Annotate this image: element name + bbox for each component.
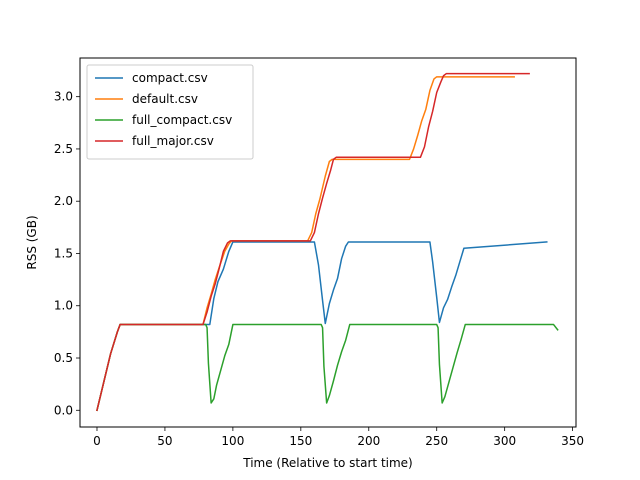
x-tick-label: 250 — [425, 434, 448, 448]
x-tick-label: 100 — [221, 434, 244, 448]
x-axis-title: Time (Relative to start time) — [242, 456, 413, 470]
x-tick-label: 200 — [357, 434, 380, 448]
legend-box — [86, 64, 254, 160]
legend-label: default.csv — [132, 92, 198, 106]
y-tick-label: 2.0 — [54, 194, 73, 208]
x-tick-label: 0 — [93, 434, 101, 448]
y-tick-label: 2.5 — [54, 142, 73, 156]
y-tick-label: 1.0 — [54, 299, 73, 313]
axes-frame — [79, 57, 577, 428]
y-tick-label: 3.0 — [54, 90, 73, 104]
x-tick-label: 300 — [493, 434, 516, 448]
y-tick-label: 0.0 — [54, 403, 73, 417]
series-line-full-compact-csv — [96, 323, 559, 412]
x-tick-label: 150 — [289, 434, 312, 448]
x-tick-label: 50 — [157, 434, 172, 448]
legend-label: full_compact.csv — [132, 113, 232, 127]
series-line-full-major-csv — [96, 72, 530, 412]
x-axis-ticks: 0 50 100 150 200 250 300 350 — [93, 427, 584, 448]
x-tick-label: 350 — [561, 434, 584, 448]
y-axis-ticks: 0.0 0.5 1.0 1.5 2.0 2.5 3.0 — [54, 90, 80, 417]
y-tick-label: 1.5 — [54, 246, 73, 260]
plot-lines — [96, 72, 559, 412]
legend: compact.csv default.csv full_compact.csvfu… — [86, 64, 254, 160]
legend-label: full_major.csv — [132, 134, 214, 148]
legend-label: compact.csv — [132, 71, 208, 85]
y-tick-label: 0.5 — [54, 351, 73, 365]
y-axis-title: RSS (GB) — [25, 215, 39, 269]
